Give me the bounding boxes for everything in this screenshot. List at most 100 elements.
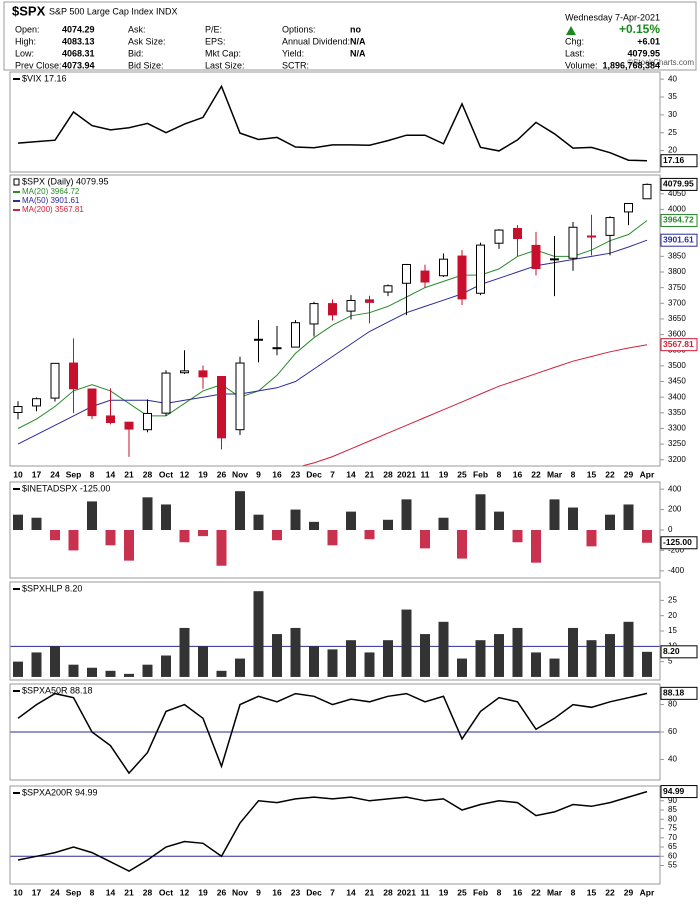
x-tick-label: 25 (457, 469, 467, 479)
bar (13, 514, 23, 530)
x-tick-label: 19 (439, 469, 449, 479)
plot (13, 491, 652, 566)
x-tick-label: Oct (159, 469, 173, 479)
bar (31, 652, 42, 677)
x-tick-label: 22 (605, 887, 615, 897)
legend-entry: MA(200) 3567.81 (22, 205, 84, 214)
bar (216, 670, 227, 677)
candle-body (457, 255, 467, 300)
quote-value: 1,896,768,384 (602, 60, 660, 70)
y-tick-label: 3750 (668, 283, 686, 292)
candle-body (13, 406, 23, 413)
bar (50, 530, 60, 541)
candle-body (365, 299, 374, 303)
x-tick-label: 21 (365, 469, 375, 479)
bar (383, 519, 393, 530)
y-tick-label: 75 (668, 824, 677, 833)
y-tick-label: 65 (668, 842, 677, 851)
bar (494, 634, 504, 677)
last-value: 17.16 (663, 155, 685, 165)
y-tick-label: 25 (668, 595, 677, 604)
quote-label: Chg: (565, 36, 584, 46)
bar (235, 658, 245, 677)
candle-body (87, 388, 97, 417)
bar (198, 646, 208, 677)
quote-value: 4079.95 (627, 48, 660, 58)
plot (10, 591, 660, 677)
field-label: Open: (15, 24, 40, 34)
x-tick-label: 29 (624, 469, 634, 479)
field-label: SCTR: (282, 60, 309, 70)
y-tick-label: 30 (668, 110, 677, 119)
bar (642, 651, 652, 677)
candle-body (328, 303, 337, 316)
field-value: 4073.94 (62, 60, 95, 70)
x-tick-label: 15 (587, 469, 597, 479)
y-tick-label: 35 (668, 92, 677, 101)
bar (346, 511, 356, 530)
indicator-line (17, 692, 648, 775)
x-tick-label: Nov (232, 469, 248, 479)
x-tick-label: 19 (198, 887, 208, 897)
x-tick-label: 17 (32, 469, 42, 479)
field-value: no (350, 24, 361, 34)
x-tick-label: Mar (547, 469, 563, 479)
panel-title: $VIX 17.16 (22, 73, 67, 83)
x-tick-label: 19 (198, 469, 208, 479)
x-tick-label: 14 (106, 887, 116, 897)
y-tick-label: 3850 (668, 251, 686, 260)
last-ma: 3964.72 (663, 215, 694, 225)
bar (161, 655, 171, 677)
panel-frame (9, 174, 661, 467)
x-tick-label: 14 (106, 469, 116, 479)
bar (401, 609, 412, 677)
last-value-box (660, 645, 698, 659)
moving-average (299, 344, 648, 466)
x-tick-label: 28 (143, 469, 153, 479)
plot (10, 692, 660, 775)
y-tick-label: 3800 (668, 267, 686, 276)
candle-body (69, 362, 78, 390)
bar (642, 530, 652, 543)
x-tick-label: 28 (383, 887, 393, 897)
y-tick-label: 70 (668, 833, 677, 842)
bar (272, 634, 282, 677)
x-tick-label: 8 (571, 887, 576, 897)
x-tick-label: 16 (513, 887, 523, 897)
x-tick-label: 8 (90, 887, 95, 897)
bar (68, 664, 79, 677)
last-ma: 3567.81 (663, 339, 694, 349)
bar (142, 664, 153, 677)
bar (124, 673, 134, 677)
candle-body (291, 322, 300, 348)
index-name: S&P 500 Large Cap Index (49, 6, 154, 16)
candle-body (272, 347, 282, 350)
candle-body (439, 258, 448, 277)
bar (475, 494, 486, 530)
last-ma-box (660, 233, 698, 247)
last-value: -125.00 (663, 537, 692, 547)
bar (179, 530, 190, 543)
field-label: Options: (282, 24, 316, 34)
bar (605, 514, 615, 530)
bar (494, 511, 504, 530)
candle-body (624, 202, 633, 213)
x-tick-label: 26 (217, 469, 227, 479)
x-tick-label: 23 (291, 887, 301, 897)
last-ma-box (660, 213, 698, 227)
bar (457, 658, 467, 677)
x-tick-label: 17 (32, 887, 42, 897)
candle-body (587, 235, 596, 238)
bar (531, 652, 541, 677)
y-tick-label: -200 (668, 546, 685, 555)
y-tick-label: 20 (668, 146, 677, 155)
bar (401, 499, 412, 530)
last-close: 4079.95 (663, 179, 694, 189)
y-tick-label: 3700 (668, 298, 686, 307)
y-tick-label: 4050 (668, 189, 686, 198)
x-tick-label: 16 (272, 887, 282, 897)
x-tick-label: Sep (66, 887, 82, 897)
x-tick-label: 22 (531, 887, 541, 897)
bar (568, 507, 578, 530)
panel-title: $SPXHLP 8.20 (22, 583, 82, 593)
